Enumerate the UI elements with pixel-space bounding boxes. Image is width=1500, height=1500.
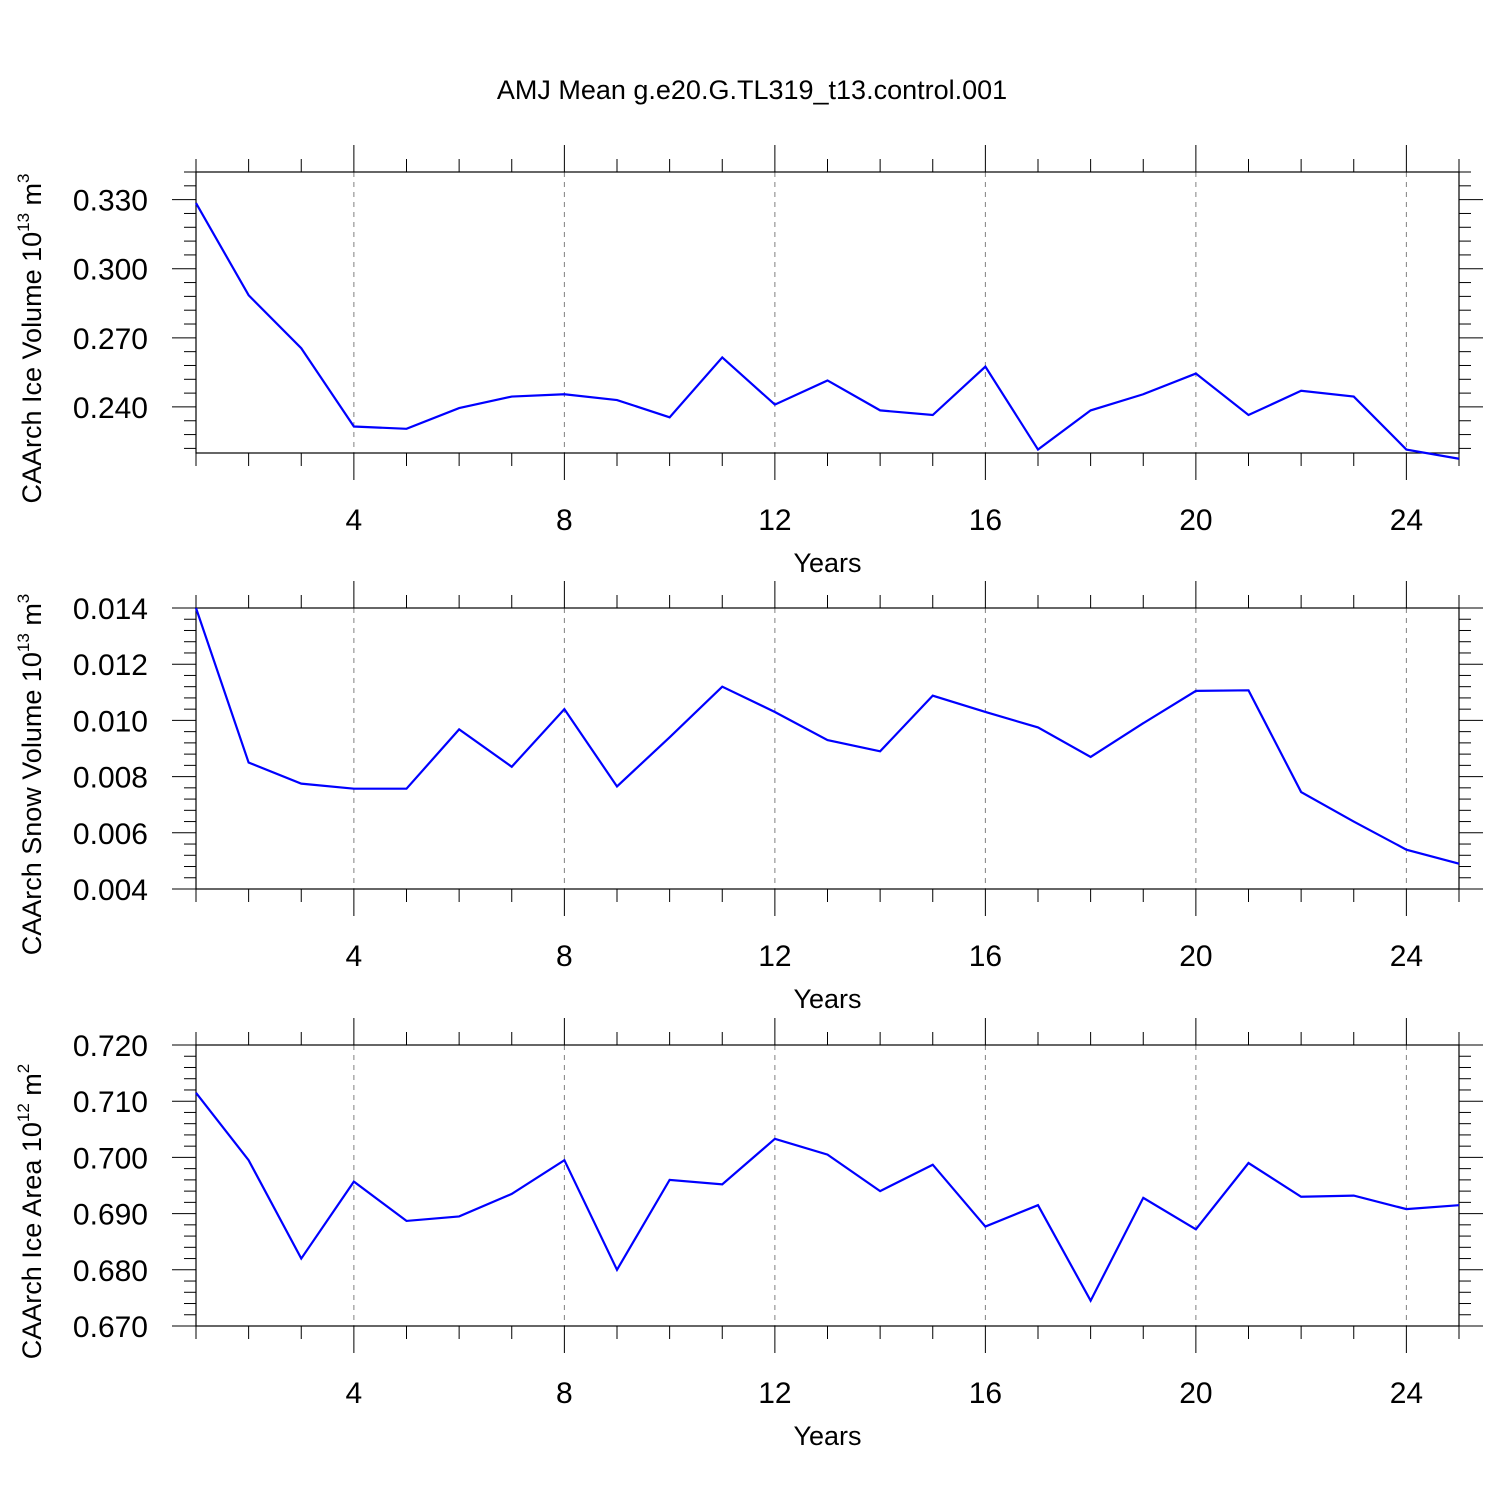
y-tick-label: 0.012 bbox=[73, 649, 148, 682]
x-tick-label: 16 bbox=[969, 504, 1002, 537]
y-tick-label: 0.006 bbox=[73, 818, 148, 851]
x-tick-label: 4 bbox=[346, 1377, 363, 1410]
panel-2: 0.004 0.006 0.008 0.010 0.012 0.014 4 8 12 16 20 24… bbox=[14, 581, 1483, 1014]
series-line bbox=[194, 607, 1460, 865]
y-tick-label: 0.014 bbox=[73, 593, 148, 626]
y-tick-label: 0.700 bbox=[73, 1142, 148, 1175]
x-tick-label: 12 bbox=[758, 940, 791, 973]
plot-frame bbox=[195, 171, 1460, 454]
y-tick-label: 0.008 bbox=[73, 762, 148, 795]
y-tick-label: 0.690 bbox=[73, 1199, 148, 1232]
y-tick-label: 0.710 bbox=[73, 1086, 148, 1119]
x-tick-label: 4 bbox=[346, 504, 363, 537]
y-axis-label: CAArch Ice Volume 1013 m3 bbox=[14, 173, 47, 503]
x-tick-label: 20 bbox=[1179, 504, 1212, 537]
y-tick-label: 0.680 bbox=[73, 1255, 148, 1288]
x-tick-label: 24 bbox=[1390, 940, 1423, 973]
y-tick-label: 0.670 bbox=[73, 1311, 148, 1344]
x-tick-label: 4 bbox=[346, 940, 363, 973]
x-axis-label: Years bbox=[793, 548, 861, 578]
chart-title: AMJ Mean g.e20.G.TL319_t13.control.001 bbox=[497, 75, 1007, 105]
x-axis-label: Years bbox=[793, 1421, 861, 1451]
y-axis-label: CAArch Snow Volume 1013 m3 bbox=[14, 594, 47, 956]
panel-1: 0.240 0.270 0.300 0.330 4 8 12 16 20 24 Years CAArc… bbox=[14, 145, 1483, 578]
x-tick-label: 24 bbox=[1390, 504, 1423, 537]
series-line bbox=[195, 202, 1460, 460]
y-tick-label: 0.330 bbox=[73, 185, 148, 218]
series-line bbox=[195, 1092, 1460, 1304]
y-tick-label: 0.010 bbox=[73, 705, 148, 738]
y-tick-label: 0.300 bbox=[73, 254, 148, 287]
plot-frame bbox=[195, 1044, 1460, 1327]
panel-3: 0.670 0.680 0.690 0.700 0.710 0.720 4 8 12 16 20 24… bbox=[14, 1018, 1483, 1451]
panels: 0.240 0.270 0.300 0.330 4 8 12 16 20 24 Years CAArc… bbox=[14, 145, 1483, 1451]
y-tick-label: 0.004 bbox=[73, 874, 148, 907]
x-tick-label: 20 bbox=[1179, 940, 1212, 973]
x-tick-label: 8 bbox=[556, 1377, 573, 1410]
x-tick-label: 16 bbox=[969, 1377, 1002, 1410]
x-tick-label: 24 bbox=[1390, 1377, 1423, 1410]
x-tick-label: 20 bbox=[1179, 1377, 1212, 1410]
y-axis-label: CAArch Ice Area 1012 m2 bbox=[14, 1064, 47, 1360]
x-tick-label: 8 bbox=[556, 940, 573, 973]
x-axis-label: Years bbox=[793, 984, 861, 1014]
x-tick-label: 16 bbox=[969, 940, 1002, 973]
y-tick-label: 0.270 bbox=[73, 323, 148, 356]
y-tick-label: 0.720 bbox=[73, 1030, 148, 1063]
x-tick-label: 12 bbox=[758, 1377, 791, 1410]
x-tick-label: 12 bbox=[758, 504, 791, 537]
plot-frame bbox=[195, 607, 1460, 890]
y-tick-label: 0.240 bbox=[73, 392, 148, 425]
x-tick-label: 8 bbox=[556, 504, 573, 537]
